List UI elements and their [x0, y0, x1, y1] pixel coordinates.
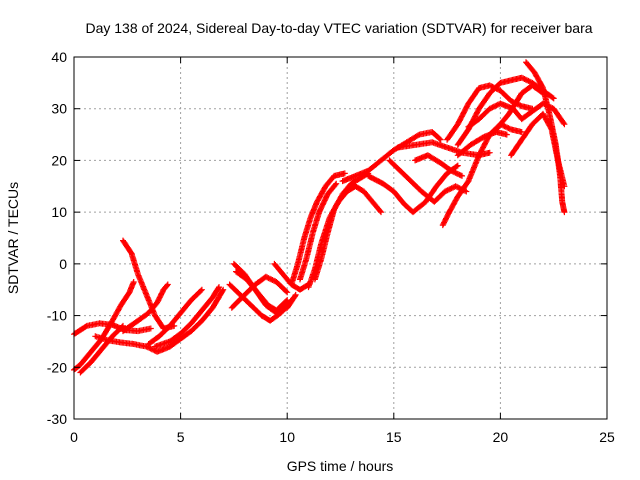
data-points [71, 59, 568, 376]
series-track-15 [297, 180, 340, 283]
x-axis-label: GPS time / hours [287, 458, 394, 474]
series-track-05 [92, 286, 227, 355]
series-track-12 [228, 273, 291, 311]
series-track-08 [145, 286, 205, 347]
y-tick-label: 10 [51, 204, 67, 220]
series-track-07 [120, 281, 171, 335]
x-tick-label: 15 [386, 429, 402, 445]
y-tick-label: 0 [59, 256, 67, 272]
series-track-30 [454, 129, 510, 159]
series-track-24 [444, 82, 536, 143]
y-tick-label: -20 [47, 359, 67, 375]
point-markers [339, 129, 444, 185]
point-markers [444, 82, 536, 143]
y-tick-label: 20 [51, 152, 67, 168]
series-track-19 [365, 162, 461, 216]
axis-ticks: 0 5 10 15 20 25 -30 -20 -10 0 10 20 30 40 [47, 49, 615, 445]
y-tick-label: -10 [47, 308, 67, 324]
series-track-18 [339, 129, 444, 185]
point-markers [120, 281, 171, 335]
series-track-03 [77, 322, 126, 376]
point-markers [412, 152, 465, 179]
series-track-14 [288, 170, 348, 288]
y-tick-label: 30 [51, 101, 67, 117]
series-track-09 [230, 260, 299, 316]
series-track-17 [311, 170, 372, 283]
point-markers [152, 284, 222, 350]
y-axis-label: SDTVAR / TECUs [5, 182, 21, 294]
point-markers [454, 129, 510, 159]
grid-lines [74, 57, 607, 419]
series-track-22 [412, 152, 465, 179]
point-markers [297, 180, 340, 283]
x-tick-label: 5 [177, 429, 185, 445]
series-track-20 [386, 157, 470, 205]
point-markers [311, 170, 372, 283]
point-markers [77, 322, 126, 376]
point-markers [365, 162, 461, 216]
point-markers [145, 286, 205, 347]
point-markers [230, 260, 299, 316]
x-tick-label: 25 [599, 429, 615, 445]
point-markers [288, 170, 348, 288]
point-markers [92, 286, 227, 355]
y-tick-label: 40 [51, 49, 67, 65]
plot-frame [73, 56, 608, 420]
chart-title: Day 138 of 2024, Sidereal Day-to-day VTE… [85, 20, 592, 36]
x-tick-label: 20 [493, 429, 509, 445]
point-markers [386, 157, 470, 205]
x-tick-label: 10 [279, 429, 295, 445]
y-tick-label: -30 [47, 411, 67, 427]
series-track-06 [152, 284, 222, 350]
point-markers [228, 273, 291, 311]
x-tick-label: 0 [70, 429, 78, 445]
